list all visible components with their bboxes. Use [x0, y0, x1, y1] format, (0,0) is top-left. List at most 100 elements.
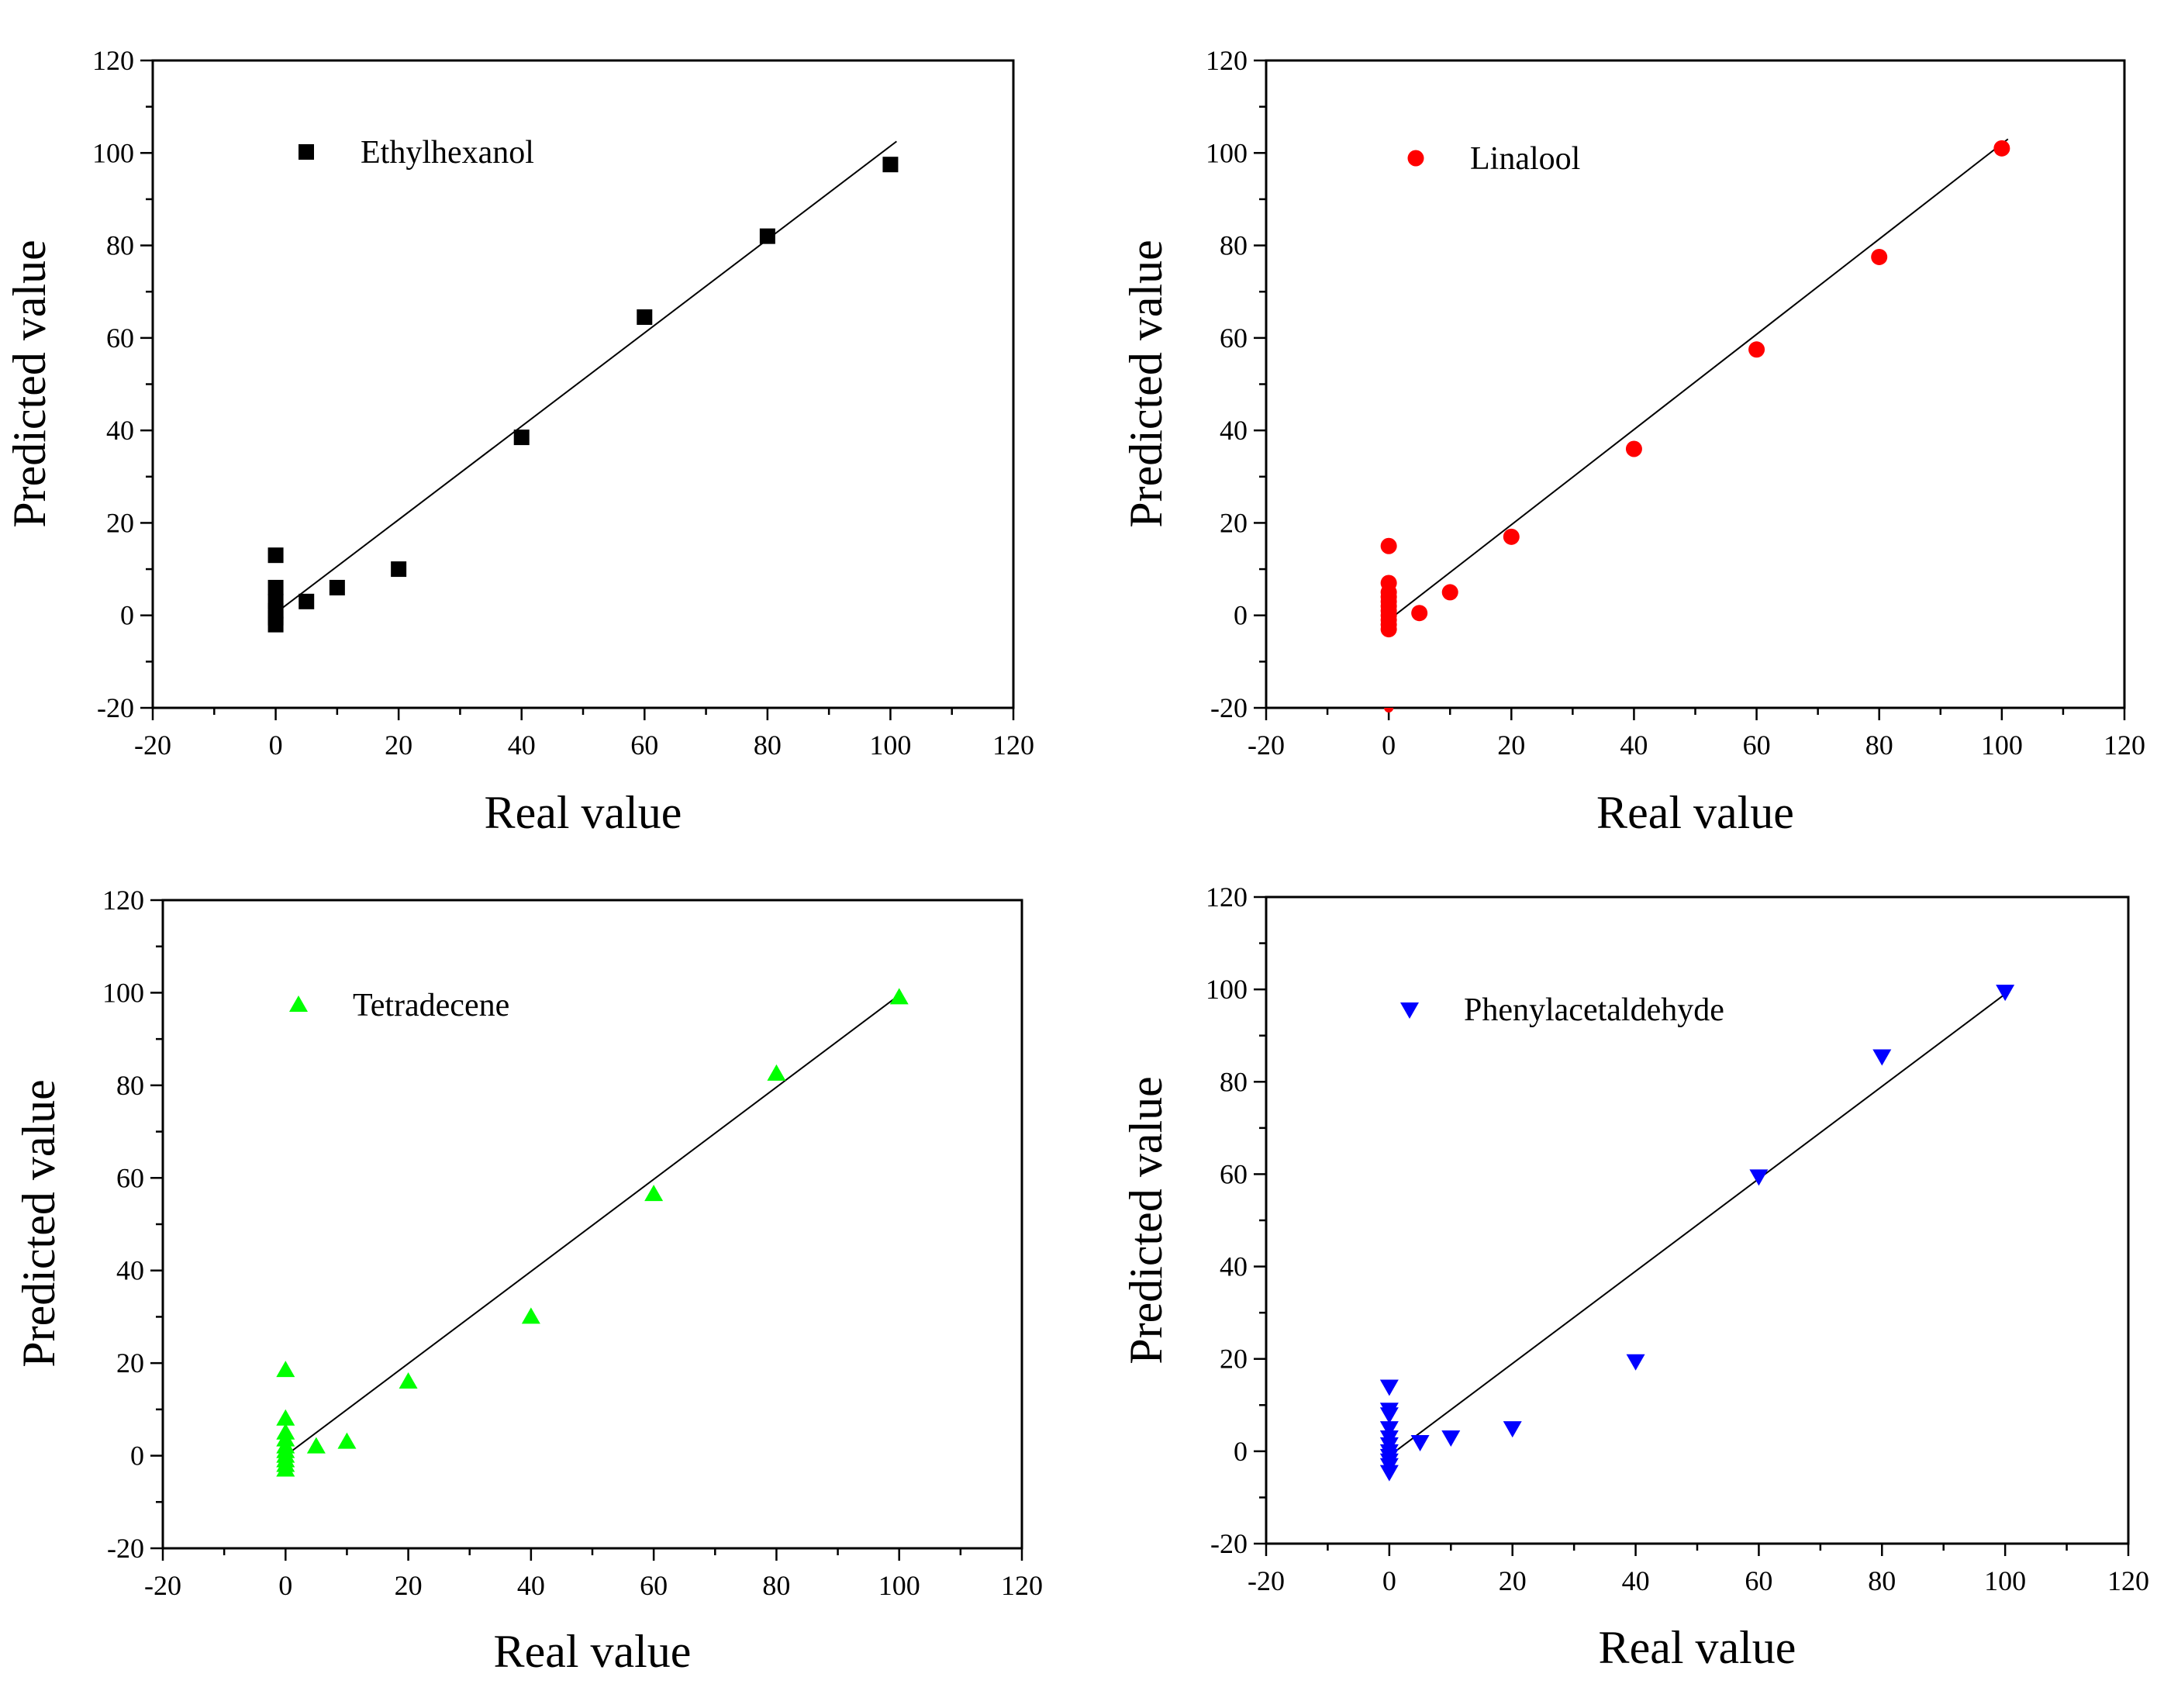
- y-tick-label: 100: [1206, 137, 1248, 168]
- y-tick-label: 120: [92, 45, 134, 76]
- x-tick-label: 0: [278, 1570, 292, 1601]
- x-tick-label: 0: [269, 730, 283, 761]
- y-tick-label: 80: [106, 230, 134, 261]
- y-tick-label: -20: [107, 1533, 144, 1564]
- x-tick-label: 80: [1865, 730, 1893, 761]
- x-tick-label: 120: [992, 730, 1034, 761]
- data-point: [276, 1460, 295, 1477]
- data-point: [1625, 440, 1642, 457]
- data-point: [306, 1437, 326, 1454]
- data-point: [1379, 1465, 1399, 1482]
- data-point: [267, 547, 284, 564]
- x-axis-label: Real value: [494, 1626, 692, 1677]
- y-tick-label: 100: [92, 137, 134, 168]
- data-point: [1379, 1379, 1399, 1396]
- legend-marker: [1400, 1002, 1419, 1019]
- x-tick-label: -20: [1248, 1565, 1285, 1596]
- x-tick-label: 80: [754, 730, 782, 761]
- x-tick-label: 20: [395, 1570, 423, 1601]
- legend-label: Tetradecene: [353, 988, 509, 1023]
- data-point: [399, 1372, 418, 1389]
- x-tick-label: 60: [630, 730, 658, 761]
- data-point: [1441, 584, 1458, 601]
- data-point: [767, 1064, 786, 1081]
- x-tick-label: 80: [1868, 1565, 1896, 1596]
- data-point: [1626, 1354, 1645, 1371]
- fit-line: [1389, 993, 2006, 1457]
- x-tick-label: 120: [2104, 730, 2145, 761]
- x-tick-label: 40: [1620, 730, 1648, 761]
- data-point: [882, 157, 899, 173]
- data-point: [513, 430, 530, 446]
- data-point: [644, 1185, 664, 1202]
- legend-label: Phenylacetaldehyde: [1464, 992, 1724, 1028]
- y-tick-label: -20: [1210, 692, 1248, 723]
- data-point: [337, 1432, 357, 1449]
- x-axis-label: Real value: [485, 787, 682, 838]
- chart-panel-4: -20 0 20 40 60 80 100 120 -20 0 20 40 60 80 100 120 Real…: [1120, 882, 2149, 1673]
- legend-marker: [299, 144, 314, 160]
- x-tick-label: 100: [1981, 730, 2023, 761]
- data-point: [1872, 1049, 1892, 1066]
- chart-panel-2: -20 0 20 40 60 80 100 120 -20 0 20 40 60 80 100 120 Real…: [1120, 45, 2145, 838]
- chart-panel-3: -20 0 20 40 60 80 100 120 -20 0 20 40 60 80 100 120 Real…: [13, 885, 1043, 1677]
- data-point: [267, 616, 284, 633]
- data-point: [1749, 1169, 1769, 1186]
- data-point: [1503, 1421, 1522, 1438]
- y-tick-label: -20: [1210, 1528, 1248, 1559]
- x-tick-label: 60: [1743, 730, 1771, 761]
- chart-panel-1: -20 0 20 40 60 80 100 120 -20 0 20 40 60 80 100 120 Real…: [4, 45, 1034, 838]
- legend-marker: [289, 995, 308, 1012]
- y-tick-label: 40: [1220, 1251, 1248, 1282]
- x-tick-label: 60: [640, 1570, 668, 1601]
- y-tick-label: 20: [1220, 507, 1248, 538]
- y-tick-label: 60: [106, 323, 134, 354]
- y-tick-label: 40: [1220, 415, 1248, 446]
- legend-marker: [1407, 150, 1424, 167]
- data-point: [1871, 248, 1888, 265]
- y-tick-label: -20: [97, 692, 134, 723]
- fit-line: [1388, 138, 2009, 621]
- legend-label: Ethylhexanol: [361, 135, 534, 171]
- data-point: [276, 1361, 295, 1378]
- data-point: [889, 988, 909, 1005]
- x-tick-label: 40: [517, 1570, 545, 1601]
- y-tick-label: 0: [1234, 1436, 1248, 1467]
- y-tick-label: 80: [116, 1070, 144, 1101]
- y-tick-label: 20: [106, 507, 134, 538]
- data-point: [1411, 605, 1428, 622]
- x-tick-label: 80: [762, 1570, 790, 1601]
- fit-line: [274, 140, 897, 614]
- y-tick-label: 60: [116, 1162, 144, 1193]
- x-tick-label: 0: [1382, 1565, 1396, 1596]
- data-point: [1996, 985, 2015, 1002]
- y-axis-label: Predicted value: [1120, 1076, 1172, 1365]
- x-tick-label: 120: [2107, 1565, 2149, 1596]
- y-axis-label: Predicted value: [1120, 240, 1172, 528]
- y-tick-label: 100: [102, 977, 144, 1008]
- y-axis-label: Predicted value: [13, 1079, 64, 1368]
- x-tick-label: 100: [878, 1570, 920, 1601]
- y-tick-label: 120: [102, 885, 144, 916]
- y-tick-label: 0: [120, 600, 134, 631]
- x-tick-label: -20: [134, 730, 171, 761]
- y-tick-label: 40: [116, 1255, 144, 1286]
- x-tick-label: 40: [508, 730, 536, 761]
- x-axis-label: Real value: [1599, 1622, 1796, 1673]
- fit-line: [285, 994, 900, 1457]
- y-tick-label: 80: [1220, 1066, 1248, 1097]
- x-tick-label: 100: [1984, 1565, 2026, 1596]
- data-point: [1379, 1407, 1399, 1424]
- x-axis-label: Real value: [1596, 787, 1794, 838]
- x-tick-label: 40: [1622, 1565, 1650, 1596]
- data-point: [1410, 1434, 1430, 1451]
- y-tick-label: 120: [1206, 882, 1248, 913]
- data-point: [1441, 1430, 1461, 1447]
- data-point: [391, 561, 407, 578]
- data-point: [276, 1409, 295, 1426]
- data-point: [1748, 341, 1765, 358]
- data-point-clipped: [1384, 708, 1394, 713]
- y-tick-label: 0: [130, 1441, 144, 1472]
- data-point: [637, 309, 653, 326]
